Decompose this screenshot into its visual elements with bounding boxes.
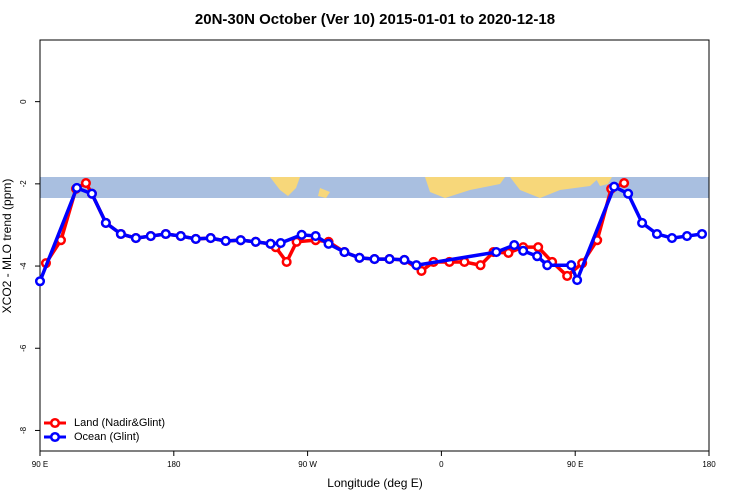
y-tick-label: -6	[19, 344, 28, 352]
y-tick-label: -4	[19, 262, 28, 270]
point	[475, 260, 486, 271]
map-strip	[40, 177, 709, 198]
point	[619, 177, 630, 189]
legend-marker	[49, 417, 61, 429]
point	[235, 235, 246, 246]
x-tick-label: 0	[439, 460, 444, 469]
point	[532, 251, 543, 262]
point	[115, 228, 126, 240]
point	[86, 188, 97, 199]
legend-marker	[49, 431, 61, 443]
point	[369, 254, 380, 265]
point	[130, 233, 141, 244]
point	[310, 230, 321, 242]
x-tick-label: 90 W	[298, 460, 317, 469]
point	[509, 240, 520, 251]
x-tick-label: 180	[702, 460, 716, 469]
point	[566, 260, 577, 271]
point	[296, 229, 307, 240]
point	[609, 181, 620, 192]
point	[281, 256, 292, 267]
x-tick-label: 90 E	[567, 460, 583, 469]
point	[681, 230, 693, 242]
point	[220, 235, 231, 247]
point	[572, 274, 583, 286]
point	[175, 230, 186, 242]
point	[623, 188, 634, 199]
point	[339, 247, 350, 258]
point	[190, 233, 201, 244]
point	[518, 245, 529, 256]
y-tick-label: 0	[19, 99, 28, 104]
point	[265, 238, 276, 249]
legend-label: Land (Nadir&Glint)	[74, 417, 165, 429]
point	[411, 260, 422, 271]
point	[696, 228, 708, 240]
x-axis-label: Longitude (deg E)	[327, 476, 422, 490]
legend-label: Ocean (Glint)	[74, 431, 139, 443]
point	[542, 260, 553, 271]
y-tick-label: -8	[19, 426, 28, 434]
point	[160, 228, 171, 240]
point	[34, 276, 46, 287]
point	[145, 230, 156, 242]
point	[491, 247, 502, 258]
point	[533, 242, 544, 253]
point	[250, 236, 261, 247]
point	[651, 228, 663, 240]
series-line	[38, 184, 703, 282]
point	[71, 182, 82, 194]
point	[666, 233, 678, 244]
point	[637, 217, 648, 228]
plot-frame	[39, 39, 710, 452]
point	[384, 254, 395, 265]
point	[323, 238, 334, 249]
x-tick-label: 180	[167, 460, 181, 469]
point	[80, 177, 91, 189]
y-tick-label: -2	[19, 180, 28, 188]
point	[562, 270, 573, 281]
point	[275, 237, 286, 249]
point	[354, 252, 365, 263]
chart-title: 20N-30N October (Ver 10) 2015-01-01 to 2…	[195, 11, 555, 28]
point	[205, 233, 216, 244]
point	[100, 217, 111, 228]
point	[399, 254, 410, 265]
y-axis-label: XCO2 - MLO trend (ppm)	[0, 179, 14, 314]
x-tick-label: 90 E	[32, 460, 48, 469]
